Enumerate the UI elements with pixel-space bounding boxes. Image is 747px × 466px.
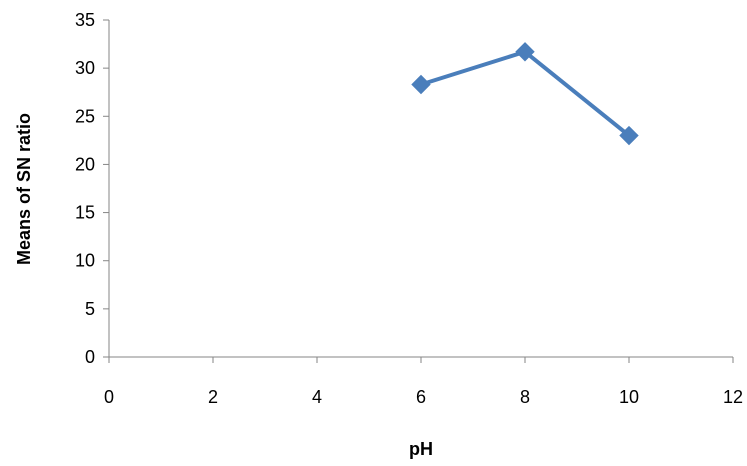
- x-axis-ticks: 0 2 4 6 8 10 12: [104, 357, 743, 407]
- y-tick-label: 20: [75, 154, 95, 174]
- x-tick-label: 2: [208, 387, 218, 407]
- x-tick-label: 6: [416, 387, 426, 407]
- x-tick-label: 4: [312, 387, 322, 407]
- data-point-marker: [515, 42, 535, 62]
- x-axis-title: pH: [409, 439, 433, 459]
- series-layer: [411, 42, 639, 146]
- y-tick-label: 25: [75, 106, 95, 126]
- y-axis-ticks: 0 5 10 15 20 25 30 35: [75, 10, 109, 367]
- series-line: [419, 49, 631, 138]
- plot-area: 0 5 10 15 20 25 30 35 0 2 4 6 8 10 12: [75, 10, 743, 407]
- x-tick-label: 0: [104, 387, 114, 407]
- data-point-marker: [619, 125, 639, 146]
- y-tick-label: 15: [75, 203, 95, 223]
- y-tick-label: 5: [85, 299, 95, 319]
- y-tick-label: 0: [85, 347, 95, 367]
- x-tick-label: 12: [723, 387, 743, 407]
- x-tick-label: 10: [619, 387, 639, 407]
- y-axis-title: Means of SN ratio: [14, 113, 34, 265]
- y-tick-label: 30: [75, 58, 95, 78]
- y-tick-label: 35: [75, 10, 95, 30]
- y-tick-label: 10: [75, 251, 95, 271]
- x-tick-label: 8: [520, 387, 530, 407]
- data-point-marker: [411, 74, 431, 95]
